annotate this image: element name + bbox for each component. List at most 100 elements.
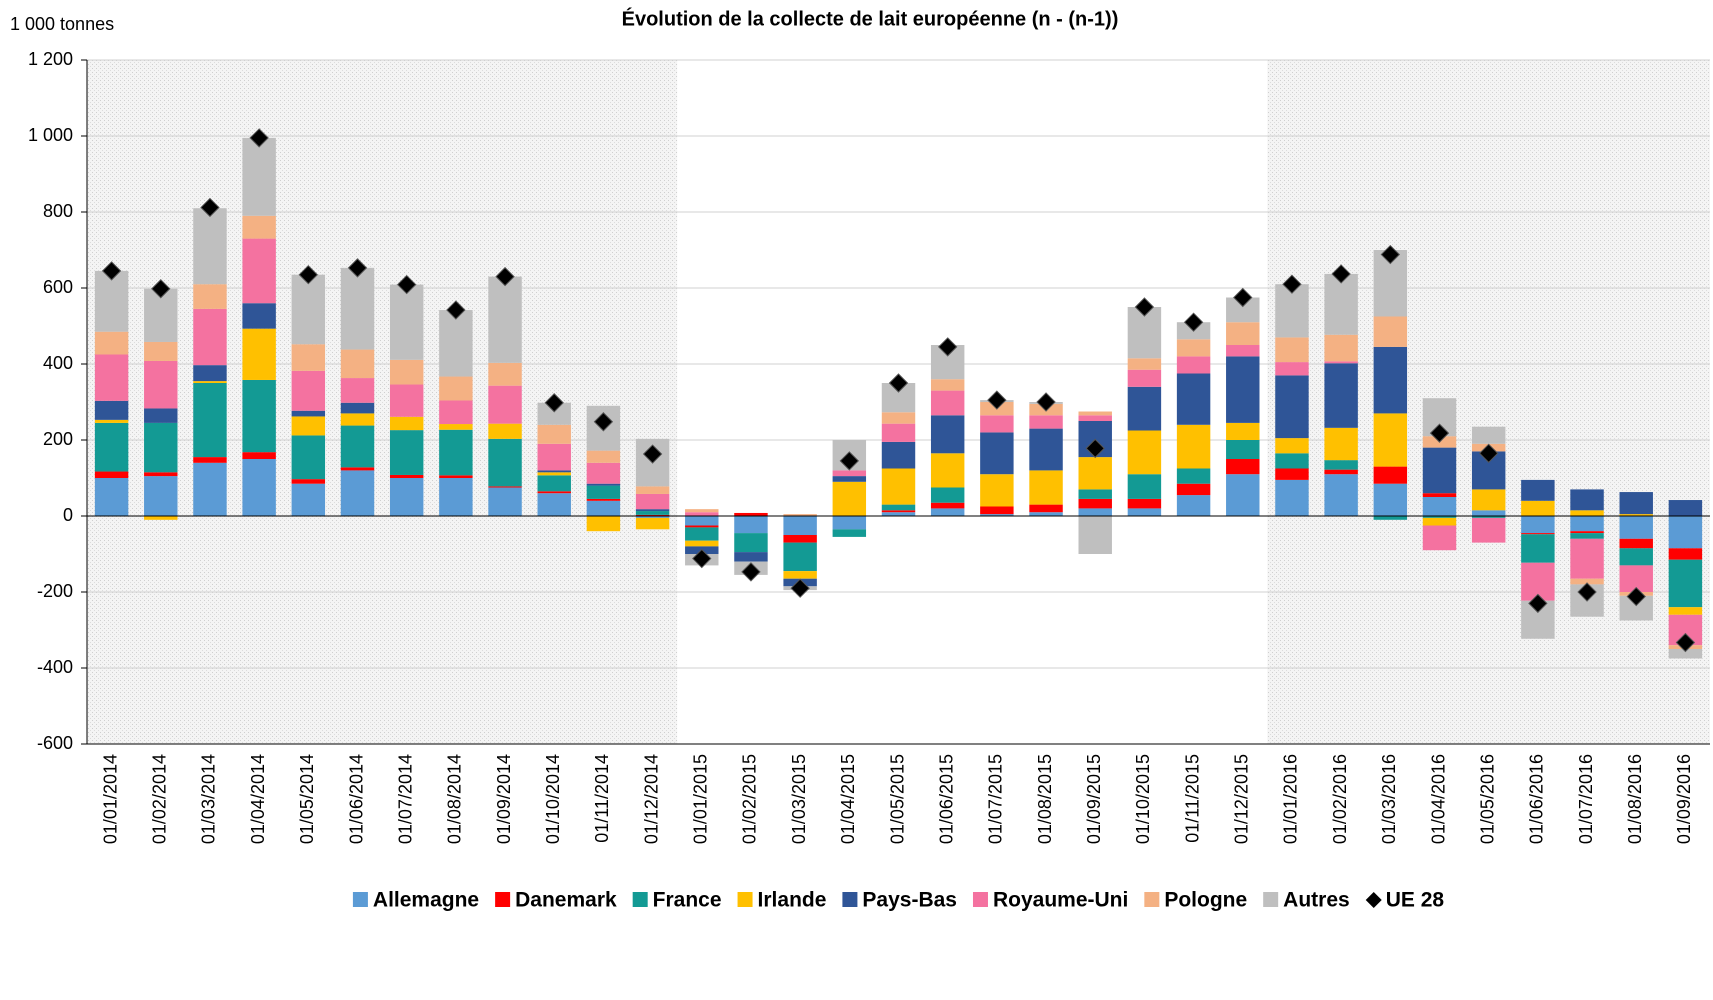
bar-segment (1373, 316, 1408, 347)
bar-segment (291, 410, 326, 417)
bar-segment (881, 412, 916, 424)
bar-segment (94, 400, 129, 420)
bar-segment (1471, 489, 1506, 511)
x-tick-label: 01/05/2015 (887, 754, 907, 844)
bar-segment (734, 533, 768, 553)
x-tick-label: 01/07/2016 (1576, 754, 1596, 844)
legend-item: Danemark (495, 889, 617, 912)
bar-segment (586, 498, 621, 501)
bar-segment (783, 535, 817, 543)
legend-item: Pays-Bas (842, 889, 957, 912)
bar-segment (980, 506, 1014, 515)
x-tick-label: 01/07/2014 (395, 754, 415, 844)
legend-swatch (842, 892, 858, 907)
legend-label: Autres (1283, 889, 1350, 912)
bar-segment (635, 517, 670, 530)
bar-segment (1078, 498, 1112, 509)
legend-item: Royaume-Uni (972, 889, 1128, 912)
bar-segment (389, 430, 424, 475)
bar-segment (94, 331, 129, 355)
y-tick-label: -600 (37, 733, 73, 753)
x-tick-label: 01/06/2015 (936, 754, 956, 844)
bar-segment (1668, 500, 1703, 516)
bar-segment (1078, 489, 1112, 499)
bar-segment (537, 472, 571, 476)
bar-segment (1668, 516, 1703, 549)
legend-swatch (737, 892, 753, 907)
bar-segment (1422, 493, 1457, 497)
bar-segment (242, 452, 276, 459)
bar-segment (1570, 578, 1604, 585)
marker (1183, 312, 1204, 332)
marker (1134, 297, 1155, 317)
bar-segment (783, 542, 817, 572)
bar-segment (242, 328, 276, 380)
legend-label: Royaume-Uni (993, 889, 1128, 912)
bar-segment (1619, 516, 1653, 539)
bar-segment (930, 487, 965, 503)
bar-segment (340, 467, 375, 471)
marker (200, 197, 220, 218)
marker (1380, 244, 1401, 265)
x-tick-label: 01/12/2014 (641, 754, 661, 844)
x-tick-label: 01/12/2015 (1232, 754, 1252, 844)
bar-segment (1275, 362, 1309, 376)
bar-segment (537, 470, 571, 473)
bar-segment (488, 276, 522, 363)
marker (151, 279, 171, 299)
bar-segment (1226, 422, 1260, 440)
bar-segment (94, 419, 129, 423)
bar-segment (1078, 508, 1112, 516)
bar-segment (1078, 457, 1112, 490)
bar-segment (1176, 424, 1211, 469)
bar-segment (1176, 468, 1211, 484)
bar-segment (881, 423, 916, 442)
x-tick-label: 01/01/2015 (691, 754, 711, 844)
x-tick-label: 01/05/2016 (1477, 754, 1497, 844)
bar-segment (635, 514, 670, 516)
bar-segment (783, 571, 817, 579)
x-tick-label: 01/09/2015 (1084, 754, 1104, 844)
bar-segment (144, 476, 178, 516)
bar-segment (537, 443, 571, 471)
legend-label: Danemark (515, 889, 617, 912)
bar-segment (1275, 468, 1309, 480)
bar-segment (94, 422, 129, 472)
bar-segment (94, 471, 129, 478)
bar-segment (586, 483, 621, 486)
y-tick-label: 200 (43, 429, 73, 449)
bar-segment (488, 486, 522, 488)
bar-segment (291, 435, 326, 480)
bar-segment (291, 344, 326, 371)
marker (495, 266, 515, 287)
bar-segment (1029, 470, 1063, 505)
legend-marker (1365, 892, 1382, 908)
x-tick-label: 01/04/2015 (838, 754, 858, 844)
bar-segment (881, 504, 916, 511)
bar-segment (144, 422, 178, 473)
x-tick-label: 01/06/2016 (1527, 754, 1547, 844)
bar-segment (881, 512, 916, 516)
bar-segment (1127, 430, 1162, 475)
bar-segment (1619, 492, 1653, 515)
bar-segment (1029, 504, 1063, 513)
bar-segment (1226, 459, 1260, 475)
bar-segment (144, 360, 178, 409)
bar-segment (1619, 548, 1653, 566)
bar-segment (1521, 500, 1555, 516)
bar-segment (537, 424, 571, 444)
bar-segment (488, 362, 522, 386)
x-tick-label: 01/06/2014 (346, 754, 366, 844)
legend: Allemagne Danemark France Irlande Pays-Bas Ro… (352, 889, 1444, 912)
marker (1626, 586, 1646, 607)
bar-segment (291, 483, 326, 516)
bar-segment (1521, 479, 1555, 501)
marker (1233, 287, 1253, 308)
bar-segment (537, 491, 571, 494)
marker (1036, 392, 1056, 412)
bar-segment (586, 485, 621, 499)
bar-segment (291, 479, 326, 484)
legend-label: Irlande (758, 889, 827, 912)
bar-segment (930, 379, 965, 391)
bar-segment (389, 359, 424, 385)
